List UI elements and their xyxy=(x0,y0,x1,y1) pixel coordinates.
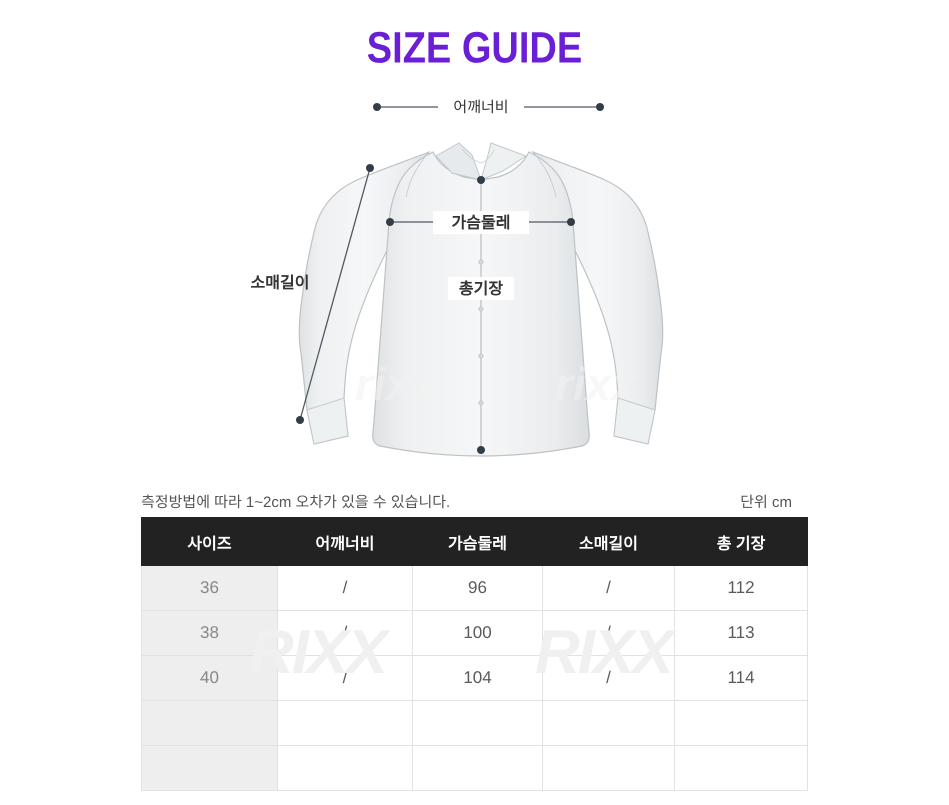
svg-text:어깨너비: 어깨너비 xyxy=(453,99,508,116)
svg-text:rixx: rixx xyxy=(555,358,639,410)
svg-text:가슴둘레: 가슴둘레 xyxy=(452,214,511,232)
svg-text:소매길이: 소매길이 xyxy=(251,274,310,292)
svg-text:rixx: rixx xyxy=(355,358,439,410)
svg-text:총기장: 총기장 xyxy=(459,280,503,298)
